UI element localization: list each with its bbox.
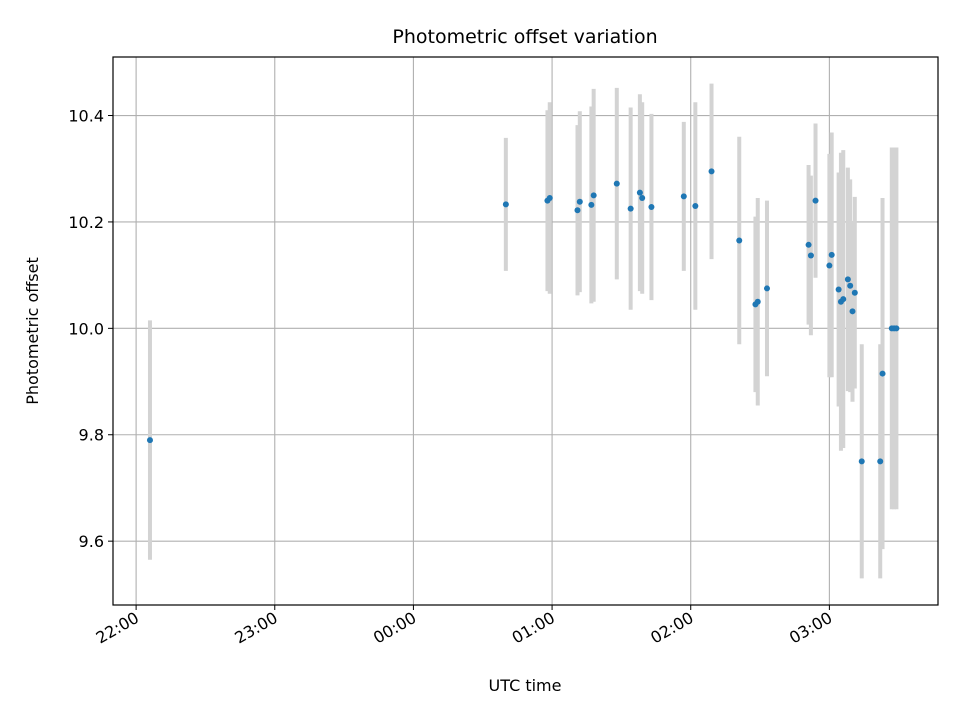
data-point (763, 285, 770, 292)
data-point (847, 282, 854, 289)
plot-frame (112, 56, 939, 606)
data-point (807, 252, 814, 259)
x-tick-label: 03:00 (786, 608, 835, 648)
x-tick-label: 00:00 (370, 608, 419, 648)
data-point (680, 193, 687, 200)
data-point (627, 205, 634, 212)
data-point (576, 198, 583, 205)
data-point (858, 458, 865, 465)
data-point (805, 241, 812, 248)
data-point (648, 204, 655, 211)
data-point (502, 201, 509, 208)
data-point (835, 286, 842, 293)
data-point (692, 202, 699, 209)
data-point (574, 207, 581, 214)
data-point (849, 308, 856, 315)
data-points (146, 168, 900, 465)
data-point (636, 189, 643, 196)
data-point (826, 262, 833, 269)
data-point (812, 197, 819, 204)
y-tick-label: 10.2 (68, 213, 104, 232)
data-point (546, 194, 553, 201)
data-point (851, 289, 858, 296)
y-tick-label: 9.8 (79, 426, 104, 445)
x-axis-title: UTC time (489, 676, 562, 695)
data-point (639, 194, 646, 201)
axis-ticks: 22:00 23:00 00:00 01:00 02:00 03:00 9.6 9.8 10.0… (68, 107, 835, 648)
chart-title: Photometric offset variation (392, 26, 657, 48)
y-tick-label: 10.0 (68, 319, 104, 338)
data-point (146, 437, 153, 444)
x-tick-label: 02:00 (647, 608, 696, 648)
data-point (590, 192, 597, 199)
data-point (844, 276, 851, 283)
data-point (828, 251, 835, 258)
y-tick-label: 10.4 (68, 107, 104, 126)
data-point (588, 201, 595, 208)
data-point (879, 370, 886, 377)
x-tick-label: 22:00 (93, 608, 142, 648)
x-tick-label: 01:00 (509, 608, 558, 648)
data-point (893, 325, 900, 332)
x-tick-label: 23:00 (231, 608, 280, 648)
data-point (840, 296, 847, 303)
data-point (736, 237, 743, 244)
y-axis-title: Photometric offset (23, 257, 42, 405)
data-point (754, 298, 761, 305)
data-point (877, 458, 884, 465)
error-bars (147, 83, 899, 579)
data-point (613, 180, 620, 187)
data-point (708, 168, 715, 175)
y-tick-label: 9.6 (79, 532, 104, 551)
